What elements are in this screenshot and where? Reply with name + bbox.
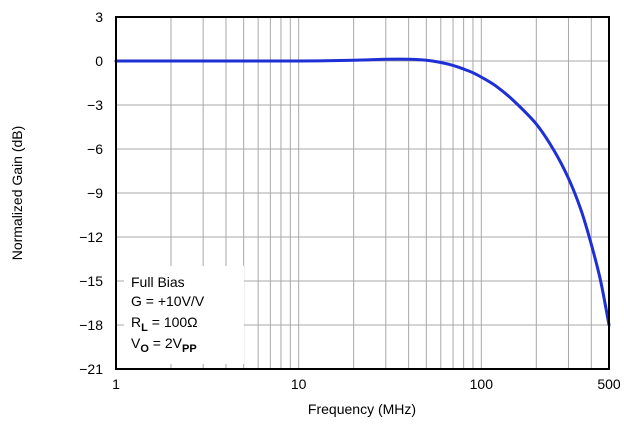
y-tick-label: −18	[79, 317, 103, 333]
y-tick-label: −6	[87, 141, 103, 157]
annotation-v-rest: = 2V	[149, 335, 183, 351]
x-ticks: 1 10 100 500	[112, 376, 621, 392]
annotation-v-sub2: PP	[182, 343, 197, 355]
y-tick-label: −12	[79, 229, 103, 245]
x-tick-label: 100	[470, 376, 494, 392]
annotation-box: Full Bias G = +10V/V RL = 100Ω VO = 2VPP	[124, 266, 244, 364]
annotation-v-sub: O	[140, 343, 149, 355]
annotation-r-sub: L	[141, 322, 148, 334]
annotation-line4: VO = 2VPP	[131, 335, 197, 355]
plot-frame	[115, 16, 610, 370]
y-tick-label: −15	[79, 273, 103, 289]
y-ticks: 3 0 −3 −6 −9 −12 −15 −18 −21	[79, 9, 103, 377]
y-tick-label: −3	[87, 97, 103, 113]
annotation-r-rest: = 100Ω	[148, 314, 198, 330]
series-line	[114, 57, 611, 327]
x-axis-label: Frequency (MHz)	[308, 401, 416, 417]
y-tick-label: −9	[87, 185, 103, 201]
annotation-r-main: R	[131, 314, 141, 330]
annotation-v-main: V	[131, 335, 141, 351]
annotation-line2: G = +10V/V	[131, 293, 205, 309]
x-tick-label: 1	[112, 376, 120, 392]
y-tick-label: 3	[95, 9, 103, 25]
annotation-background	[124, 266, 244, 364]
x-tick-label: 10	[291, 376, 307, 392]
annotation-line3: RL = 100Ω	[131, 314, 198, 334]
y-tick-label: −21	[79, 361, 103, 377]
y-axis-label: Normalized Gain (dB)	[9, 126, 25, 261]
y-tick-label: 0	[95, 53, 103, 69]
x-tick-label: 500	[597, 376, 621, 392]
annotation-line1: Full Bias	[131, 274, 185, 290]
